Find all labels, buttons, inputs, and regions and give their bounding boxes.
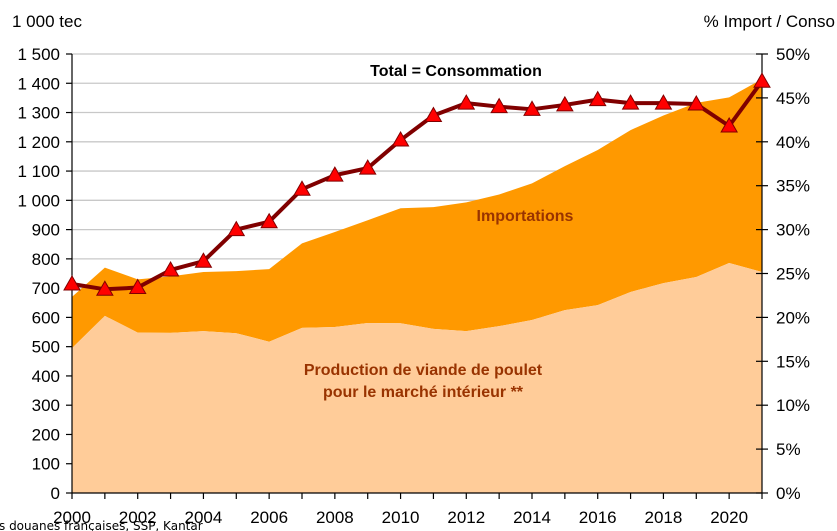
left-axis-tick-label: 1 000 [17, 191, 60, 210]
production-annotation-line2: pour le marché intérieur ** [323, 384, 524, 401]
imports-annotation: Importations [477, 208, 574, 225]
left-axis-tick-label: 300 [32, 396, 60, 415]
right-axis-tick-label: 15% [776, 352, 810, 371]
production-area [72, 262, 762, 493]
right-axis-tick-label: 50% [776, 45, 810, 64]
import-share-marker [687, 95, 706, 111]
x-axis-tick-label: 2012 [447, 508, 485, 527]
left-axis-tick-label: 800 [32, 250, 60, 269]
import-share-marker [63, 275, 81, 291]
x-axis-tick-label: 2016 [579, 508, 617, 527]
left-axis-tick-label: 1 500 [17, 45, 60, 64]
right-axis-tick-label: 5% [776, 440, 801, 459]
imports-area [72, 79, 762, 349]
area-series [72, 79, 762, 493]
import-share-line [71, 80, 764, 292]
right-axis-tick-label: 30% [776, 221, 810, 240]
left-axis-tick-label: 600 [32, 308, 60, 327]
import-share-marker [194, 252, 213, 268]
x-axis-tick-label: 2006 [250, 508, 288, 527]
x-axis-tick-label: 2014 [513, 508, 551, 527]
production-annotation-line1: Production de viande de poulet [304, 362, 543, 379]
x-axis-tick-label: 2002 [119, 508, 157, 527]
import-share-marker [95, 280, 114, 296]
left-axis-tick-label: 0 [51, 484, 60, 503]
import-share-marker [424, 106, 443, 122]
left-axis-tick-label: 900 [32, 221, 60, 240]
import-share-marker [588, 90, 607, 107]
right-axis-tick-label: 10% [776, 396, 810, 415]
source-note: s douanes françaises, SSP, Kantar [0, 519, 203, 531]
import-share-marker [654, 94, 673, 110]
import-share-marker [457, 94, 476, 110]
left-axis-tick-label: 400 [32, 367, 60, 386]
x-axis-tick-label: 2000 [53, 508, 91, 527]
import-share-marker [293, 180, 311, 196]
left-axis-tick-label: 100 [32, 455, 60, 474]
axes [66, 53, 768, 499]
left-axis-unit-label: 1 000 tec [12, 12, 82, 31]
import-share-marker [720, 116, 739, 133]
right-axis-tick-label: 20% [776, 308, 810, 327]
import-share-marker [260, 212, 279, 229]
import-share-marker [523, 100, 541, 116]
x-axis-tick-label: 2018 [645, 508, 683, 527]
import-share-marker [621, 94, 640, 110]
left-axis-tick-label: 1 300 [17, 104, 60, 123]
right-axis-unit-label: % Import / Conso [704, 12, 835, 31]
line-series [63, 72, 771, 296]
import-share-marker [753, 72, 771, 88]
left-axis-tick-label: 1 400 [17, 74, 60, 93]
import-share-marker [391, 131, 410, 147]
import-share-marker [325, 166, 344, 182]
import-share-marker [490, 97, 509, 114]
left-axis-tick-label: 500 [32, 338, 60, 357]
left-axis-tick-label: 1 200 [17, 133, 60, 152]
left-axis-tick-label: 200 [32, 425, 60, 444]
left-axis-tick-label: 1 100 [17, 162, 60, 181]
right-axis-tick-label: 45% [776, 89, 810, 108]
import-share-marker [358, 159, 377, 175]
x-axis-tick-label: 2010 [382, 508, 420, 527]
left-axis-tick-label: 700 [32, 279, 60, 298]
right-axis-tick-label: 40% [776, 133, 810, 152]
import-share-marker [128, 278, 147, 295]
x-axis-tick-label: 2008 [316, 508, 354, 527]
import-share-marker [555, 95, 574, 112]
total-annotation: Total = Consommation [370, 63, 542, 80]
x-axis-tick-label: 2020 [710, 508, 748, 527]
import-share-marker [227, 220, 246, 237]
right-axis-tick-label: 35% [776, 177, 810, 196]
x-axis-tick-label: 2004 [185, 508, 223, 527]
import-share-marker [161, 260, 180, 277]
right-axis-tick-label: 0% [776, 484, 801, 503]
right-axis-tick-label: 25% [776, 265, 810, 284]
tick-labels: 0 100 200 300 400 500 600 700 800 900 1 000 1 100 1 … [17, 45, 810, 527]
